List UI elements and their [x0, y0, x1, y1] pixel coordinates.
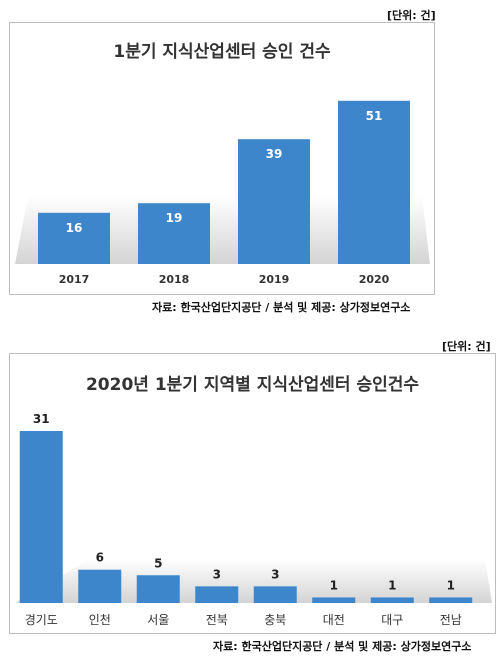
tick-label-전북: 전북: [206, 613, 228, 627]
tick-label-경기도: 경기도: [25, 613, 58, 627]
tick-label-2018: 2018: [159, 273, 190, 286]
data-label-2019: 39: [266, 147, 283, 161]
unit-label-1: [단위: 건]: [387, 9, 436, 22]
data-label-전남: 1: [447, 578, 455, 592]
tick-label-충북: 충북: [264, 613, 286, 627]
chart-panel-1: 1분기 지식산업센터 승인 건수 16 2017 19 2018 39 2019 51 202…: [9, 22, 435, 295]
tick-label-인천: 인천: [89, 612, 111, 627]
data-label-충북: 3: [271, 567, 279, 581]
tick-label-2019: 2019: [259, 273, 290, 286]
chart-floor: [15, 196, 430, 264]
bar-2017: [38, 212, 110, 264]
data-label-인천: 6: [96, 551, 104, 565]
data-label-서울: 5: [154, 556, 162, 570]
bar-경기도: [19, 431, 63, 603]
tick-label-대전: 대전: [323, 613, 345, 627]
chart-panel-2: 2020년 1분기 지역별 지식산업센터 승인건수 31 경기도 6 인천 5 서울 3 전북…: [9, 353, 496, 634]
source-note-1: 자료: 한국산업단지공단 / 분석 및 제공: 상가정보연구소: [152, 301, 411, 314]
unit-label-2: [단위: 건]: [442, 340, 491, 353]
bar-2019: [238, 139, 310, 264]
data-label-2020: 51: [366, 109, 383, 123]
bar-서울: [136, 575, 180, 603]
data-label-전북: 3: [213, 567, 221, 581]
bar-대전: [312, 597, 356, 603]
data-label-대전: 1: [330, 578, 338, 592]
bar-2020: [338, 100, 410, 264]
chart-floor: [15, 559, 492, 603]
bar-전남: [429, 597, 473, 603]
source-note-2: 자료: 한국산업단지공단 / 분석 및 제공: 상가정보연구소: [213, 640, 472, 653]
data-label-2017: 16: [66, 221, 83, 235]
tick-label-2017: 2017: [59, 273, 90, 286]
chart-title-2: 2020년 1분기 지역별 지식산업센터 승인건수: [85, 375, 420, 395]
data-label-대구: 1: [388, 578, 396, 592]
data-label-2018: 19: [166, 211, 183, 225]
data-label-경기도: 31: [33, 412, 50, 426]
tick-label-대구: 대구: [381, 613, 403, 627]
bar-chart-2: 31 경기도 6 인천 5 서울 3 전북 3 충북 1 대전 1 대구 1 전남: [15, 412, 492, 627]
bar-대구: [370, 597, 414, 603]
bar-충북: [253, 586, 297, 603]
tick-label-전남: 전남: [440, 613, 462, 627]
chart-title-1: 1분기 지식산업센터 승인 건수: [113, 42, 331, 62]
bar-전북: [195, 586, 239, 603]
tick-label-2020: 2020: [359, 273, 390, 286]
tick-label-서울: 서울: [147, 613, 169, 627]
bar-인천: [78, 569, 122, 603]
bar-2018: [138, 203, 210, 264]
bar-chart-1: 16 2017 19 2018 39 2019 51 2020: [15, 100, 430, 286]
